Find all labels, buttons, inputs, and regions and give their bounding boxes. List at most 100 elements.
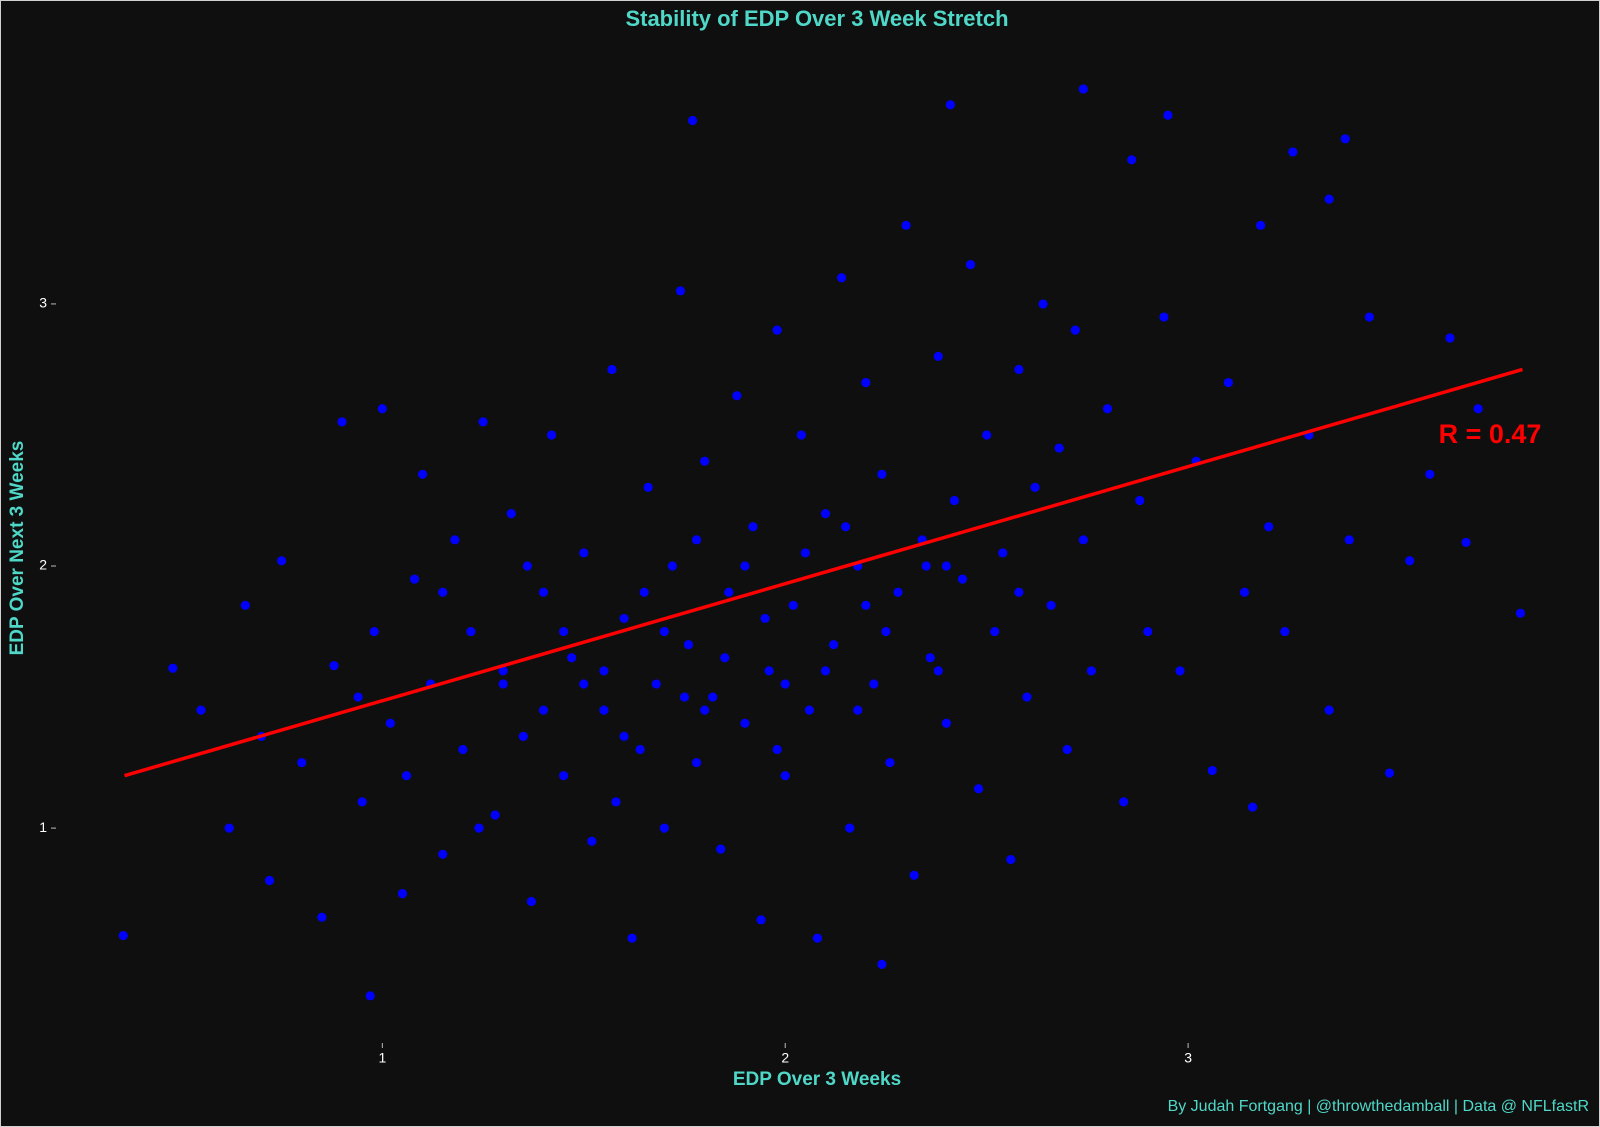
point	[168, 663, 178, 673]
y-tick-label: 3	[39, 295, 47, 311]
point	[458, 744, 468, 755]
annotation: R = 0.47	[1439, 419, 1542, 449]
point	[627, 933, 637, 943]
point	[982, 430, 992, 440]
point	[861, 377, 871, 388]
point	[1014, 364, 1024, 375]
point	[1163, 110, 1173, 120]
point	[957, 574, 968, 584]
point	[800, 548, 810, 558]
point	[118, 930, 128, 941]
point	[397, 889, 408, 899]
point	[1344, 535, 1354, 545]
point	[925, 653, 935, 663]
point	[599, 705, 609, 715]
point	[337, 417, 347, 427]
point	[264, 875, 275, 886]
point	[869, 679, 879, 689]
point	[277, 556, 287, 566]
point	[756, 915, 766, 925]
point	[1127, 155, 1137, 165]
point	[651, 679, 661, 689]
point	[365, 991, 375, 1001]
point	[945, 100, 956, 110]
point	[317, 912, 327, 922]
point	[1006, 854, 1016, 865]
point	[804, 705, 814, 715]
point	[837, 273, 847, 283]
point	[772, 744, 782, 755]
point	[1014, 587, 1024, 597]
point	[1070, 325, 1080, 335]
point	[760, 613, 770, 624]
point	[933, 351, 943, 361]
point	[538, 705, 549, 715]
y-tick-label: 1	[39, 819, 47, 835]
point	[812, 933, 823, 943]
point	[635, 744, 645, 755]
point	[1473, 404, 1483, 414]
point	[1223, 377, 1234, 388]
point	[667, 561, 678, 571]
point	[297, 757, 307, 768]
point	[1078, 84, 1088, 94]
point	[841, 522, 851, 532]
point	[845, 823, 855, 833]
point	[732, 391, 742, 401]
point	[1425, 469, 1435, 479]
point	[921, 561, 931, 571]
point	[1264, 522, 1274, 532]
point	[1247, 802, 1258, 812]
y-axis-title: EDP Over Next 3 Weeks	[7, 441, 28, 656]
point	[691, 535, 702, 545]
point	[933, 666, 943, 676]
point	[1062, 744, 1072, 755]
point	[853, 705, 863, 715]
x-tick-label: 3	[1184, 1050, 1192, 1066]
point	[1405, 556, 1415, 566]
point	[700, 456, 710, 466]
point	[599, 666, 609, 676]
point	[1288, 147, 1298, 157]
point	[1461, 537, 1471, 548]
point	[518, 731, 528, 741]
point	[1038, 299, 1048, 309]
point	[998, 548, 1008, 558]
point	[1143, 626, 1153, 637]
point	[708, 692, 718, 702]
point	[559, 771, 569, 781]
point	[506, 509, 516, 519]
point	[675, 286, 686, 296]
point	[877, 959, 887, 969]
point	[941, 718, 951, 728]
point	[683, 640, 694, 650]
point	[1515, 608, 1526, 618]
point	[716, 844, 726, 854]
point	[498, 679, 508, 689]
point	[881, 626, 891, 637]
point	[724, 587, 734, 597]
point	[567, 653, 577, 663]
point	[1054, 443, 1064, 453]
y-tick-label: 2	[39, 557, 47, 573]
point	[965, 260, 976, 270]
point	[772, 325, 782, 335]
point	[1384, 768, 1395, 778]
point	[639, 587, 649, 597]
point	[522, 561, 532, 571]
point	[579, 548, 589, 558]
point	[224, 823, 234, 833]
point	[1046, 600, 1056, 610]
point	[1364, 312, 1375, 322]
point	[1102, 404, 1113, 414]
point	[385, 718, 395, 728]
point	[820, 509, 831, 519]
point	[546, 430, 557, 440]
point	[643, 482, 653, 492]
point	[474, 823, 484, 833]
point	[377, 404, 387, 414]
point	[909, 870, 919, 880]
point	[901, 220, 911, 230]
point	[401, 771, 412, 781]
